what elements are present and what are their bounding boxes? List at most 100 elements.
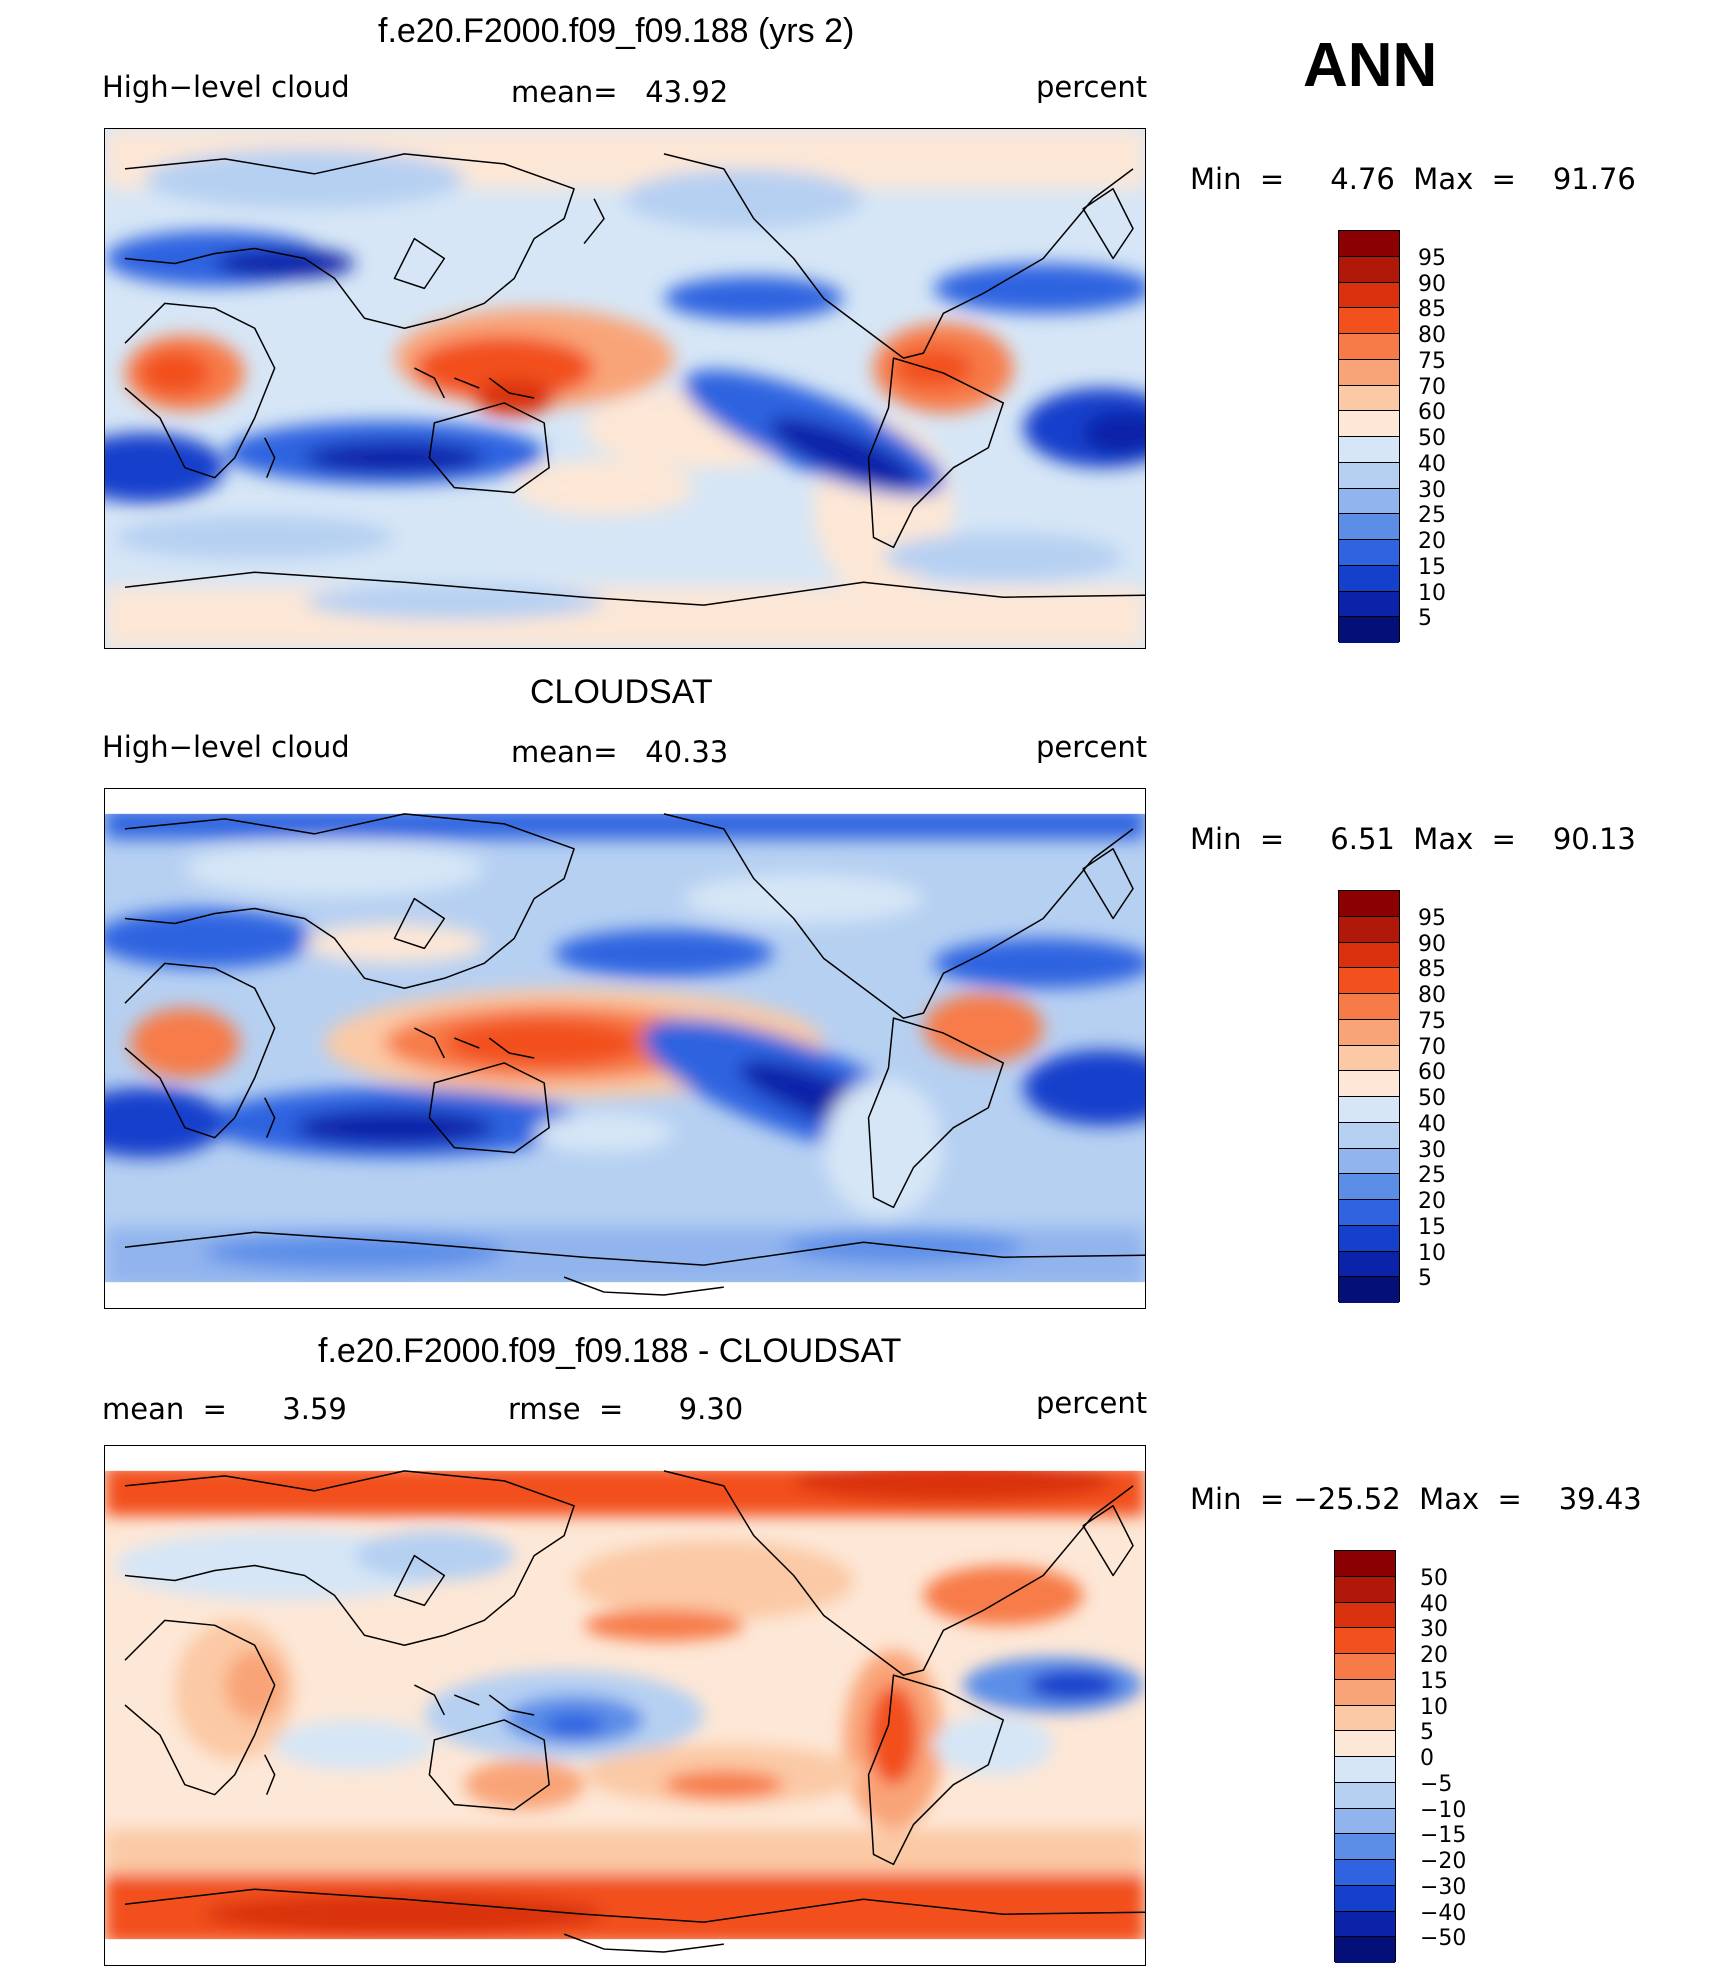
- colorbar-level-label: 5: [1418, 1266, 1432, 1292]
- colorbar-level-label: 20: [1418, 1189, 1446, 1214]
- colorbar-level-label: 10: [1418, 580, 1446, 606]
- colorbar-box: [1339, 385, 1399, 412]
- colorbar-box: [1339, 359, 1399, 386]
- colorbar-box: [1339, 1071, 1399, 1097]
- colorbar-level-label: 15: [1418, 1214, 1446, 1240]
- colorbar-box: [1339, 514, 1399, 540]
- colorbar-box: [1339, 1225, 1399, 1252]
- colorbar-box: [1335, 1602, 1395, 1629]
- colorbar-box: [1339, 1019, 1399, 1046]
- colorbar-level-label: −50: [1420, 1926, 1467, 1952]
- panel-1-units-label: percent: [1036, 70, 1148, 104]
- panel-2-colorbar: [1338, 890, 1400, 1303]
- panel-2-units-label: percent: [1036, 730, 1148, 764]
- colorbar-level-label: 60: [1418, 1060, 1446, 1086]
- colorbar-box: [1339, 334, 1399, 360]
- colorbar-level-label: 70: [1418, 374, 1446, 400]
- colorbar-level-label: 15: [1420, 1668, 1448, 1694]
- colorbar-level-label: 80: [1418, 323, 1446, 348]
- colorbar-level-label: 50: [1418, 1086, 1446, 1111]
- panel-1-map-field: [105, 129, 1145, 648]
- colorbar-box: [1339, 1045, 1399, 1072]
- colorbar-level-label: 5: [1420, 1720, 1434, 1746]
- colorbar-box: [1339, 916, 1399, 943]
- colorbar-level-label: 10: [1418, 1240, 1446, 1266]
- colorbar-level-label: 85: [1418, 957, 1446, 983]
- colorbar-box: [1339, 1097, 1399, 1123]
- panel-1-map: [104, 128, 1146, 649]
- colorbar-box: [1339, 1251, 1399, 1278]
- colorbar-box: [1339, 1122, 1399, 1149]
- colorbar-box: [1339, 282, 1399, 309]
- colorbar-box: [1335, 1731, 1395, 1757]
- colorbar-box: [1339, 968, 1399, 994]
- colorbar-box: [1339, 1200, 1399, 1226]
- colorbar-level-label: 40: [1420, 1591, 1448, 1617]
- colorbar-box: [1335, 1679, 1395, 1706]
- colorbar-level-label: 80: [1418, 983, 1446, 1008]
- colorbar-box: [1339, 462, 1399, 489]
- colorbar-box: [1335, 1834, 1395, 1860]
- colorbar-level-label: 60: [1418, 400, 1446, 426]
- colorbar-box: [1335, 1551, 1395, 1577]
- colorbar-level-label: 20: [1418, 529, 1446, 554]
- colorbar-box: [1339, 591, 1399, 618]
- colorbar-box: [1335, 1860, 1395, 1886]
- colorbar-box: [1335, 1757, 1395, 1783]
- season-label: ANN: [1303, 31, 1438, 100]
- colorbar-level-label: 95: [1418, 245, 1446, 271]
- colorbar-level-label: −15: [1420, 1823, 1467, 1849]
- panel-2-title: CLOUDSAT: [530, 673, 713, 711]
- colorbar-box: [1339, 308, 1399, 334]
- panel-2-variable-label: High−level cloud: [102, 730, 350, 764]
- colorbar-level-label: −10: [1420, 1797, 1467, 1823]
- colorbar-level-label: 90: [1418, 931, 1446, 957]
- colorbar-level-label: 70: [1418, 1034, 1446, 1060]
- panel-3-minmax: Min = −25.52 Max = 39.43: [1190, 1482, 1642, 1516]
- colorbar-box: [1339, 488, 1399, 515]
- colorbar-box: [1339, 1277, 1399, 1303]
- colorbar-box: [1339, 942, 1399, 969]
- colorbar-box: [1335, 1654, 1395, 1680]
- panel-3-colorbar: [1334, 1550, 1396, 1963]
- colorbar-box: [1339, 1148, 1399, 1175]
- panel-2-map: [104, 788, 1146, 1309]
- colorbar-box: [1335, 1885, 1395, 1912]
- colorbar-level-label: 30: [1418, 1137, 1446, 1163]
- panel-1-variable-label: High−level cloud: [102, 70, 350, 104]
- panel-1-title: f.e20.F2000.f09_f09.188 (yrs 2): [378, 12, 855, 50]
- colorbar-level-label: 30: [1418, 477, 1446, 503]
- colorbar-level-label: −40: [1420, 1900, 1467, 1926]
- colorbar-level-label: 25: [1418, 503, 1446, 529]
- colorbar-level-label: 20: [1420, 1643, 1448, 1668]
- colorbar-level-label: 95: [1418, 905, 1446, 931]
- colorbar-level-label: 50: [1420, 1565, 1448, 1591]
- colorbar-box: [1339, 994, 1399, 1020]
- panel-2-mean-label: mean= 40.33: [511, 735, 729, 769]
- colorbar-box: [1339, 1174, 1399, 1200]
- colorbar-level-label: 75: [1418, 348, 1446, 374]
- panel-1-mean-label: mean= 43.92: [511, 75, 729, 109]
- colorbar-box: [1339, 411, 1399, 437]
- colorbar-level-label: −5: [1420, 1771, 1453, 1797]
- panel-1-colorbar: [1338, 230, 1400, 643]
- panel-1-minmax: Min = 4.76 Max = 91.76: [1190, 162, 1636, 196]
- colorbar-level-label: −30: [1420, 1874, 1467, 1900]
- panel-3-title: f.e20.F2000.f09_f09.188 - CLOUDSAT: [318, 1332, 902, 1370]
- panel-3-rmse-label: rmse = 9.30: [508, 1392, 744, 1426]
- colorbar-level-label: 15: [1418, 554, 1446, 580]
- panel-2-minmax: Min = 6.51 Max = 90.13: [1190, 822, 1636, 856]
- colorbar-level-label: 85: [1418, 297, 1446, 323]
- colorbar-box: [1335, 1937, 1395, 1963]
- colorbar-box: [1339, 565, 1399, 592]
- colorbar-box: [1335, 1911, 1395, 1938]
- colorbar-box: [1339, 891, 1399, 917]
- colorbar-box: [1335, 1705, 1395, 1732]
- panel-3-map-field: [105, 1470, 1145, 1953]
- panel-2-map-field: [105, 813, 1145, 1296]
- colorbar-level-label: −20: [1420, 1849, 1467, 1874]
- colorbar-level-label: 0: [1420, 1746, 1434, 1771]
- panel-3-mean-label: mean = 3.59: [102, 1392, 347, 1426]
- colorbar-box: [1335, 1808, 1395, 1835]
- colorbar-box: [1339, 617, 1399, 643]
